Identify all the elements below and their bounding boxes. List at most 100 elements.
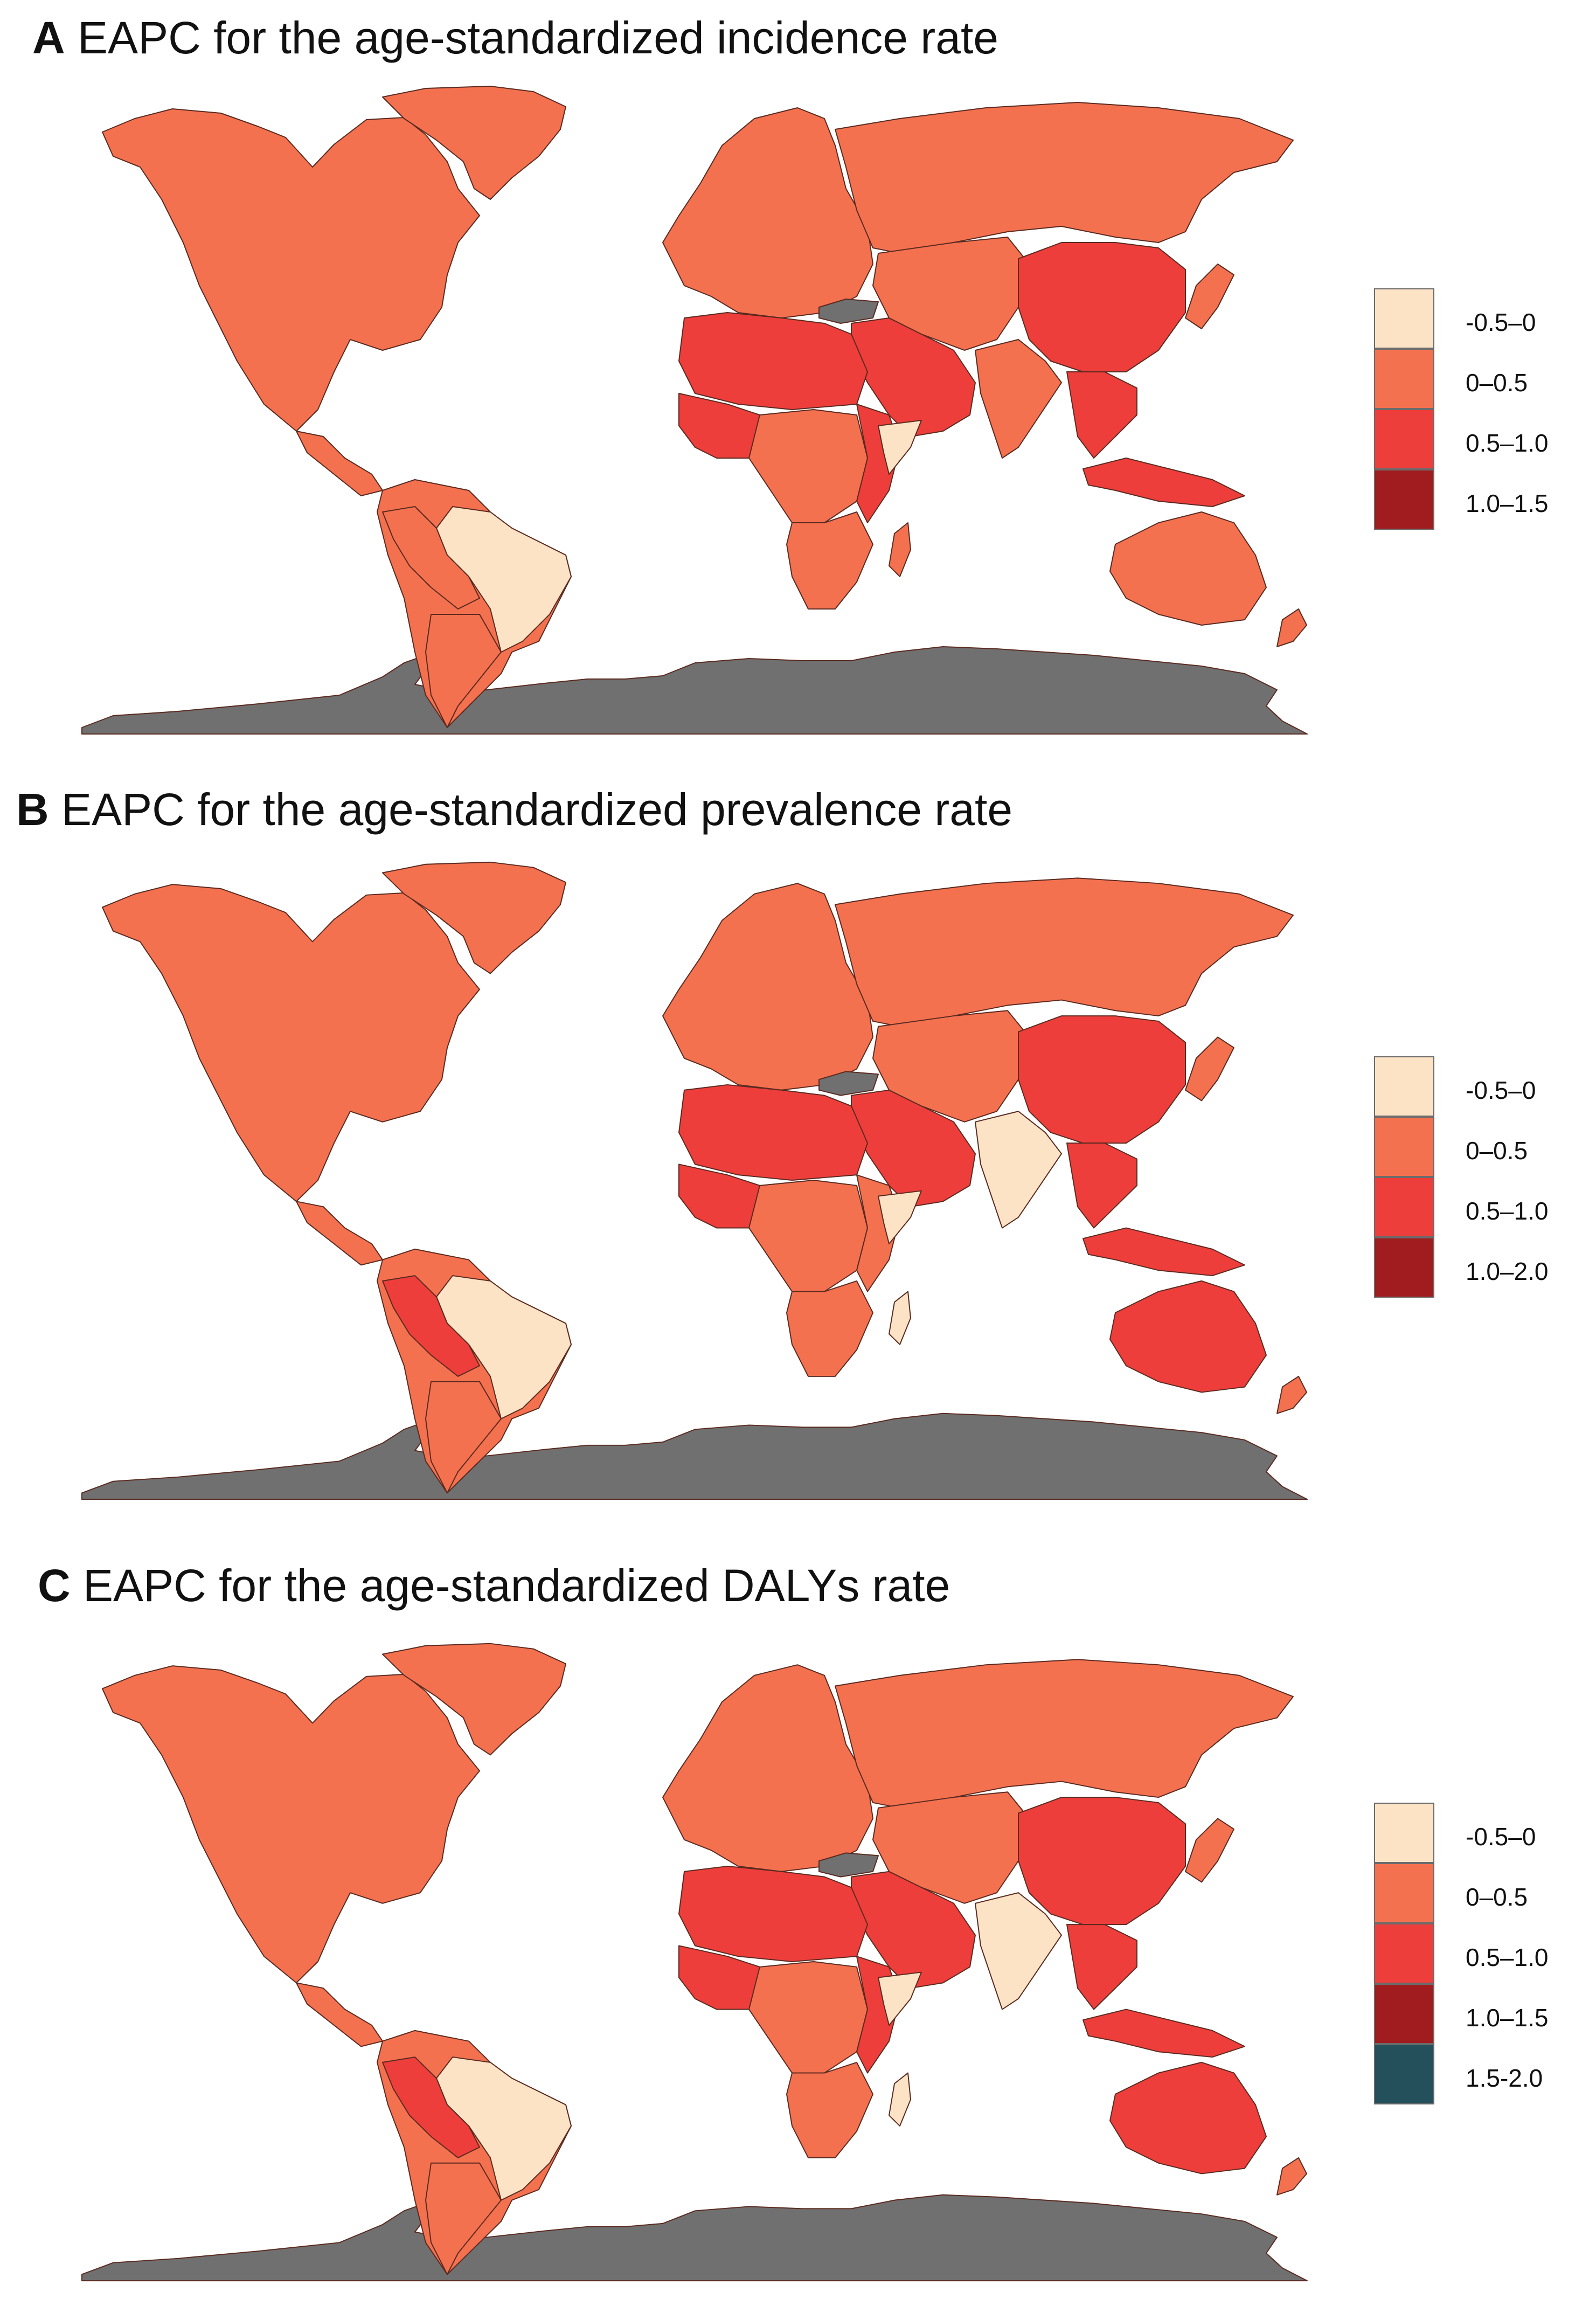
region-china [1018, 242, 1186, 372]
region-antarctica [81, 641, 1308, 735]
legend-label: -0.5–0 [1466, 1076, 1536, 1104]
region-indonesia [1082, 2009, 1245, 2058]
region-new-zealand [1276, 608, 1307, 647]
region-greenland [382, 1643, 566, 1756]
legend-label: 0–0.5 [1466, 1137, 1528, 1165]
region-indonesia [1082, 458, 1245, 507]
region-southern-africa [786, 2061, 873, 2158]
panel-letter: C [38, 1560, 71, 1611]
panel-title: A EAPC for the age-standardized incidenc… [32, 15, 998, 60]
legend-label: 0–0.5 [1466, 369, 1528, 397]
region-central-america [296, 431, 383, 496]
legend-label: 1.0–1.5 [1466, 2004, 1549, 2032]
region-madagascar [889, 522, 911, 577]
region-central-africa [748, 1961, 868, 2074]
legend-swatch [1374, 469, 1434, 530]
region-central-africa [748, 409, 868, 523]
region-central-asia [872, 1791, 1030, 1904]
region-north-america [102, 108, 480, 432]
region-peru-bolivia [382, 1275, 480, 1377]
region-southeast-asia [1066, 1142, 1137, 1229]
region-north-america [102, 884, 480, 1202]
legend-swatch [1374, 1177, 1434, 1237]
panel-title-text: EAPC for the age-standardized incidence … [78, 12, 999, 63]
region-india [975, 339, 1062, 459]
legend-swatch [1374, 409, 1434, 469]
region-southern-africa [786, 1280, 873, 1377]
legend-label: -0.5–0 [1466, 308, 1536, 336]
legend-label: 0.5–1.0 [1466, 429, 1549, 457]
legend-label: 0–0.5 [1466, 1883, 1528, 1911]
world-map [81, 1643, 1308, 2282]
region-somalia [878, 420, 922, 475]
legend-swatch [1374, 1117, 1434, 1177]
legend-swatch [1374, 1923, 1434, 1984]
map-panel: A EAPC for the age-standardized incidenc… [0, 0, 1596, 765]
region-china [1018, 1797, 1186, 1926]
panel-title: C EAPC for the age-standardized DALYs ra… [38, 1563, 950, 1608]
region-antarctica [81, 2189, 1308, 2282]
region-russia [835, 877, 1294, 1027]
region-central-asia [872, 1010, 1030, 1123]
region-greenland [382, 86, 566, 200]
region-central-america [296, 1201, 383, 1266]
region-india [975, 1111, 1062, 1229]
region-madagascar [889, 2072, 911, 2127]
region-argentina [425, 1381, 502, 1494]
region-madagascar [889, 1291, 911, 1345]
region-japan-korea [1185, 1036, 1234, 1102]
region-australia [1109, 511, 1267, 626]
map-panel: B EAPC for the age-standardized prevalen… [0, 765, 1596, 1536]
legend-label: 1.5-2.0 [1466, 2064, 1543, 2092]
region-central-africa [748, 1180, 868, 1292]
legend-label: 1.0–1.5 [1466, 489, 1549, 517]
legend-swatch [1374, 1803, 1434, 1863]
legend-swatch [1374, 2044, 1434, 2104]
panel-title-text: EAPC for the age-standardized prevalence… [61, 784, 1013, 835]
region-southern-africa [786, 511, 873, 610]
region-somalia [878, 1190, 922, 1245]
region-north-america [102, 1665, 480, 1984]
region-new-zealand [1276, 2157, 1307, 2196]
region-indonesia [1082, 1227, 1245, 1277]
region-peru-bolivia [382, 2056, 480, 2158]
world-map [81, 86, 1308, 735]
region-australia [1109, 2061, 1267, 2175]
map-panel: C EAPC for the age-standardized DALYs ra… [0, 1536, 1596, 2299]
region-central-asia [872, 237, 1030, 351]
region-china [1018, 1015, 1186, 1144]
panel-letter: B [16, 784, 49, 835]
region-japan-korea [1185, 264, 1234, 329]
region-black-sea [818, 299, 879, 324]
panel-title-text: EAPC for the age-standardized DALYs rate [83, 1560, 950, 1611]
region-north-africa [678, 1865, 868, 1962]
region-black-sea [818, 1071, 879, 1096]
region-central-america [296, 1982, 383, 2047]
region-japan-korea [1185, 1818, 1234, 1883]
region-argentina [425, 2162, 502, 2275]
legend-swatch [1374, 288, 1434, 349]
legend-label: 1.0–2.0 [1466, 1257, 1549, 1285]
region-russia [835, 1659, 1294, 1809]
region-russia [835, 102, 1294, 254]
legend-label: 0.5–1.0 [1466, 1197, 1549, 1225]
legend-swatch [1374, 349, 1434, 409]
legend-swatch [1374, 1863, 1434, 1923]
panel-letter: A [32, 12, 65, 63]
region-north-africa [678, 312, 868, 410]
region-southeast-asia [1066, 1924, 1137, 2010]
region-north-africa [678, 1084, 868, 1181]
region-black-sea [818, 1852, 879, 1878]
legend-swatch [1374, 1984, 1434, 2044]
world-map [81, 861, 1308, 1500]
region-argentina [425, 614, 502, 728]
region-somalia [878, 1971, 922, 2026]
legend-label: -0.5–0 [1466, 1823, 1536, 1851]
panel-title: B EAPC for the age-standardized prevalen… [16, 787, 1012, 832]
region-india [975, 1892, 1062, 2010]
region-antarctica [81, 1407, 1308, 1500]
region-australia [1109, 1280, 1267, 1393]
region-peru-bolivia [382, 506, 480, 610]
region-new-zealand [1276, 1375, 1307, 1414]
legend-swatch [1374, 1237, 1434, 1298]
